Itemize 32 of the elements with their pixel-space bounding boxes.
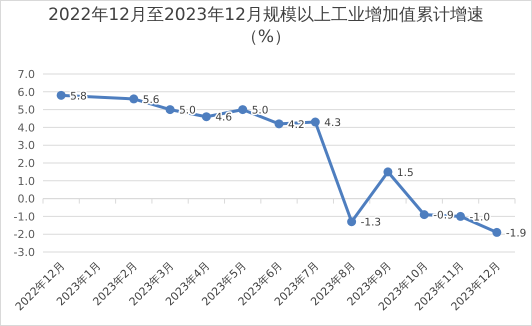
y-tick-label: -1.0 [14, 210, 35, 224]
point [274, 119, 284, 128]
y-tick-label: 6.0 [18, 86, 35, 99]
chart-title: 2022年12月至2023年12月规模以上工业增加值累计增速（%） [47, 4, 485, 48]
point [129, 94, 138, 104]
point [56, 90, 66, 100]
data-label: -1.9 [506, 227, 526, 240]
point [347, 217, 356, 226]
y-tick-label: 7.0 [18, 68, 35, 81]
y-tick-label: 0.0 [18, 192, 35, 206]
point [420, 210, 429, 220]
point [383, 167, 392, 176]
data-label: -1.3 [360, 216, 382, 229]
point [456, 212, 466, 221]
data-label: 5.6 [142, 94, 160, 106]
point [202, 112, 211, 122]
y-tick-label: 1.0 [18, 174, 35, 188]
point [238, 105, 248, 114]
y-tick-label: 4.0 [18, 121, 35, 134]
y-tick-label: 5.0 [18, 104, 35, 117]
point [492, 228, 502, 237]
point [166, 105, 175, 114]
point [310, 118, 320, 127]
y-tick-label: 2.0 [18, 157, 35, 170]
y-tick-label: -3.0 [14, 246, 35, 259]
data-label: 4.6 [215, 112, 232, 124]
data-label: -1.0 [470, 211, 490, 224]
data-label: 4.3 [324, 117, 342, 130]
y-tick-label: -2.0 [14, 228, 35, 242]
data-label: 5.0 [252, 104, 268, 117]
data-label: 1.5 [396, 166, 414, 179]
y-tick-label: 3.0 [18, 139, 35, 152]
